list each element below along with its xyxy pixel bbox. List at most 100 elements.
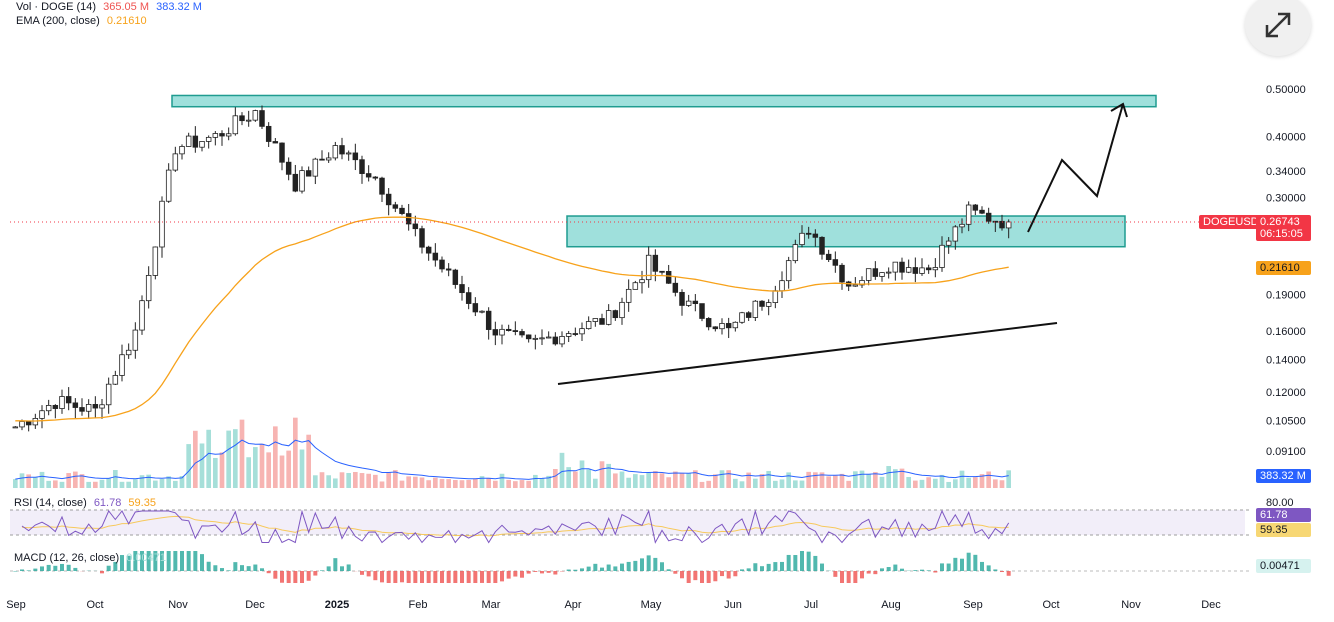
candle-body — [119, 354, 125, 376]
volume-bar — [706, 480, 711, 488]
macd-bar — [60, 563, 64, 571]
volume-bar — [179, 476, 185, 488]
ema-legend[interactable]: EMA (200, close) 0.21610 — [16, 15, 151, 27]
candle-body — [719, 323, 725, 330]
volume-bar — [313, 475, 318, 488]
volume-bar — [366, 473, 371, 488]
projection-path — [1027, 103, 1124, 233]
volume-bar — [539, 478, 545, 488]
volume-group — [13, 417, 1011, 488]
vol-legend[interactable]: Vol · DOGE (14) 365.05 M 383.32 M — [16, 1, 206, 13]
candle-body — [212, 133, 219, 138]
macd-bar — [986, 565, 991, 571]
volume-bar — [686, 473, 691, 488]
volume-bar — [673, 471, 678, 488]
candle-body — [752, 300, 759, 318]
candle-body — [79, 407, 85, 412]
fullscreen-button[interactable] — [1245, 0, 1311, 56]
time-axis-label: Sep — [963, 599, 983, 611]
macd-bar — [53, 565, 58, 571]
volume-bar — [26, 474, 31, 488]
macd-bar — [66, 564, 71, 571]
candle-body — [812, 233, 819, 238]
macd-bar — [953, 557, 958, 571]
volume-bar — [979, 474, 985, 488]
vol-legend-label: Vol · DOGE (14) — [16, 1, 97, 13]
volume-bar — [939, 474, 945, 488]
candle-body — [992, 220, 999, 223]
time-axis-label: Nov — [168, 599, 188, 611]
macd-bar — [433, 571, 438, 583]
volume-bar — [953, 479, 958, 488]
macd-bar — [386, 571, 391, 583]
candle-body — [605, 310, 612, 325]
macd-bar — [840, 571, 844, 583]
macd-bar — [1000, 571, 1004, 573]
candle-body — [572, 333, 579, 335]
volume-bar — [259, 443, 265, 488]
volume-bar — [193, 430, 198, 488]
macd-bar — [966, 552, 971, 571]
candle-body — [632, 282, 639, 290]
macd-bar — [626, 561, 631, 571]
macd-bar — [606, 564, 611, 571]
macd-bar — [866, 571, 871, 574]
volume-bar — [993, 479, 998, 488]
price-tick-label: 0.19000 — [1266, 290, 1306, 302]
volume-bar — [246, 457, 251, 488]
volume-bar — [786, 472, 791, 488]
candle-body — [199, 141, 205, 148]
candle-body — [639, 279, 645, 284]
time-axis-label: Jul — [804, 599, 818, 611]
candle-body — [765, 302, 772, 307]
macd-bar — [246, 566, 251, 571]
macd-bar — [960, 558, 964, 571]
volume-bar — [386, 472, 391, 488]
candle-body — [125, 349, 132, 356]
macd-legend[interactable]: MACD (12, 26, close) 0.00471 — [14, 552, 170, 564]
volume-bar — [466, 479, 471, 488]
volume-bar — [39, 471, 45, 488]
vol-legend-ma: 383.32 M — [156, 1, 202, 13]
volume-bar — [573, 471, 578, 488]
volume-bar — [426, 480, 431, 488]
candle-body — [412, 223, 419, 230]
macd-bar — [380, 571, 384, 583]
volume-bar — [759, 474, 765, 488]
volume-bar — [333, 478, 338, 488]
volume-bar — [273, 426, 278, 488]
candle-body — [859, 280, 865, 286]
macd-bar — [860, 571, 864, 579]
volume-bar — [99, 479, 105, 488]
volume-bar — [479, 476, 485, 488]
candle-body — [132, 329, 139, 351]
macd-tag-value: 0.00471 — [1260, 560, 1300, 572]
volume-bar — [379, 481, 385, 488]
macd-bar — [186, 551, 191, 571]
macd-bar — [120, 555, 124, 571]
volume-bar — [639, 475, 645, 488]
candle-body — [652, 254, 659, 272]
volume-bar — [999, 480, 1005, 488]
macd-bar — [920, 569, 924, 571]
rsi-legend[interactable]: RSI (14, close) 61.78 59.35 — [14, 497, 160, 509]
macd-bar — [533, 571, 538, 572]
macd-bar — [40, 566, 44, 571]
candle-body — [252, 110, 259, 121]
candle-body — [472, 303, 479, 313]
macd-bar — [200, 554, 204, 571]
candle-body — [645, 254, 652, 281]
volume-bar — [326, 475, 331, 488]
price-tick-label: 0.09100 — [1266, 446, 1306, 458]
candle-body — [399, 207, 405, 214]
candle-body — [552, 336, 559, 345]
candle-body — [359, 159, 365, 174]
volume-bar — [719, 470, 725, 488]
candle-body — [739, 312, 745, 323]
candle-body — [665, 271, 672, 284]
volume-bar — [666, 477, 671, 488]
macd-bar — [893, 564, 898, 571]
volume-bar — [693, 470, 698, 488]
